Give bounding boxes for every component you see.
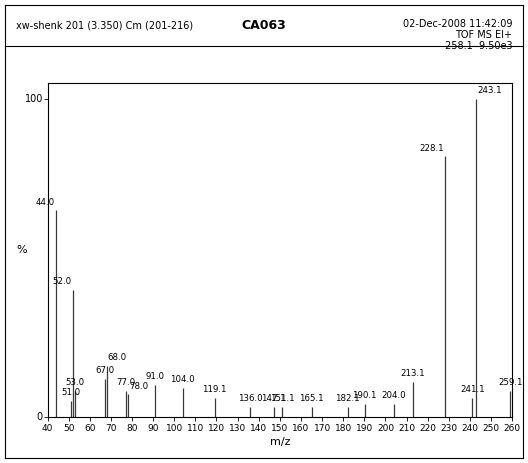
Text: 190.1: 190.1 [352,391,377,400]
Text: 258.1  9.50e3: 258.1 9.50e3 [445,41,512,51]
Text: 165.1: 165.1 [299,394,324,403]
Text: CA063: CA063 [242,19,286,31]
Text: 136.0: 136.0 [238,394,262,403]
Text: 147.1: 147.1 [261,394,286,403]
Text: 182.1: 182.1 [335,394,360,403]
Text: 119.1: 119.1 [202,385,227,394]
Text: xw-shenk 201 (3.350) Cm (201-216): xw-shenk 201 (3.350) Cm (201-216) [16,21,193,31]
Text: 0: 0 [37,412,43,422]
Text: 52.0: 52.0 [53,277,72,286]
Text: 204.0: 204.0 [382,391,406,400]
Text: 91.0: 91.0 [146,372,165,381]
Text: %: % [17,245,27,255]
Text: 228.1: 228.1 [419,144,444,152]
Text: 259.1: 259.1 [498,378,523,388]
Text: 44.0: 44.0 [36,198,55,206]
Text: 213.1: 213.1 [401,369,426,378]
Text: 151.1: 151.1 [270,394,295,403]
Text: 02-Dec-2008 11:42:09: 02-Dec-2008 11:42:09 [403,19,512,29]
Text: TOF MS EI+: TOF MS EI+ [455,30,512,40]
Text: 51.0: 51.0 [61,388,80,397]
Text: 53.0: 53.0 [65,378,84,388]
X-axis label: m/z: m/z [270,437,290,447]
Text: 100: 100 [24,94,43,104]
Text: 67.0: 67.0 [95,366,114,375]
Text: 241.1: 241.1 [460,385,485,394]
Text: 104.0: 104.0 [171,375,195,384]
Text: 68.0: 68.0 [108,353,127,362]
Text: 78.0: 78.0 [129,382,148,391]
Text: 243.1: 243.1 [477,87,502,95]
Text: 77.0: 77.0 [116,378,135,388]
